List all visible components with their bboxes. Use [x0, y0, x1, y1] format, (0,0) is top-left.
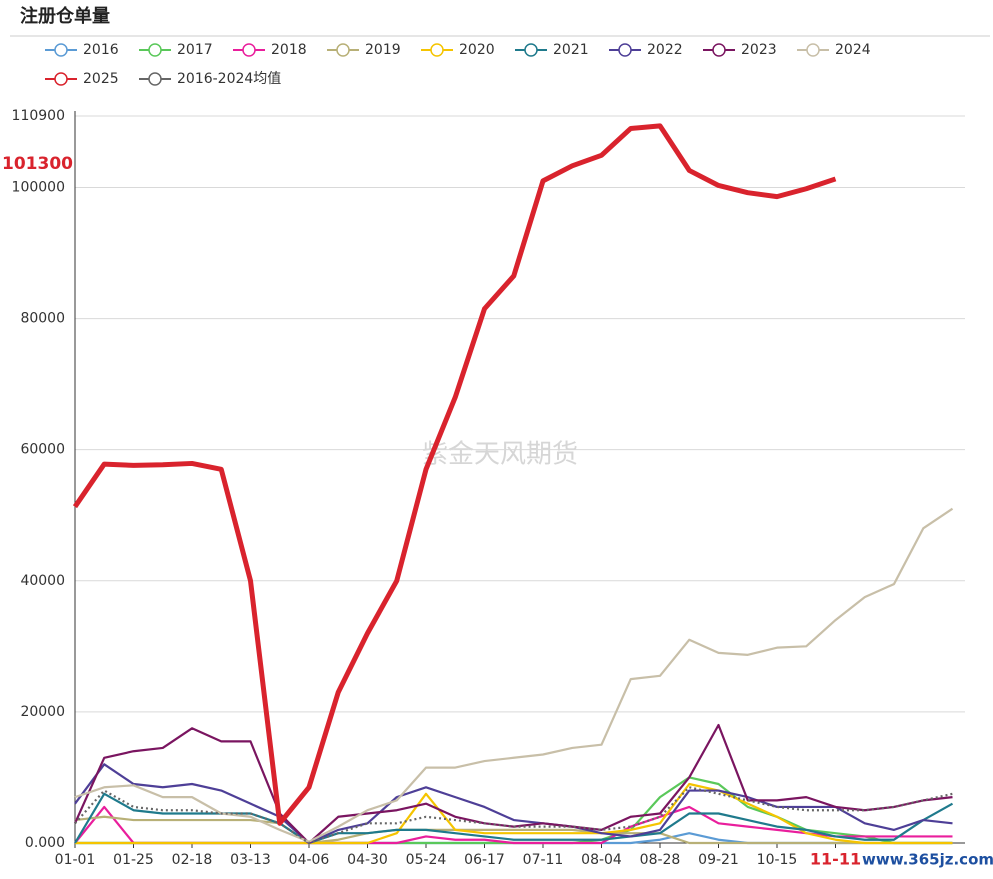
series-line: [74, 786, 953, 845]
y-tick-label: 110900: [12, 108, 65, 124]
y-tick-label: 40000: [20, 573, 65, 589]
legend-item: 2016: [45, 42, 119, 58]
series-line: [74, 815, 953, 845]
y-tick-label: 100000: [12, 179, 65, 195]
site-mark: www.365jz.com: [862, 851, 993, 869]
y-tick-label: 60000: [20, 442, 65, 458]
x-tick-label: 04-30: [347, 852, 388, 868]
chart-title: 注册仓单量: [20, 5, 110, 27]
x-tick-label: 05-24: [406, 852, 447, 868]
legend-marker: [524, 43, 538, 57]
legend-label: 2020: [459, 42, 495, 58]
legend-label: 2025: [83, 71, 119, 87]
x-tick-label: 08-28: [640, 852, 681, 868]
x-tick-label: 02-18: [172, 852, 213, 868]
x-tick-label: 07-11: [523, 852, 564, 868]
x-tick-label: 09-21: [698, 852, 739, 868]
legend-label: 2023: [741, 42, 777, 58]
series-line: [72, 123, 837, 826]
highlight-value-label: 101300: [2, 154, 73, 174]
legend-marker: [806, 43, 820, 57]
legend-item: 2025: [45, 71, 119, 87]
legend-item: 2022: [609, 42, 683, 58]
x-tick-label: 03-13: [230, 852, 271, 868]
legend-item: 2020: [421, 42, 495, 58]
legend-label: 2024: [835, 42, 871, 58]
legend-label: 2017: [177, 42, 213, 58]
legend-label: 2022: [647, 42, 683, 58]
legend-marker: [148, 72, 162, 86]
legend-item: 2023: [703, 42, 777, 58]
y-tick-label: 80000: [20, 311, 65, 327]
x-tick-label: 11-11: [810, 850, 861, 869]
legend-item: 2017: [139, 42, 213, 58]
legend-marker: [618, 43, 632, 57]
legend-item: 2018: [233, 42, 307, 58]
x-tick-label: 04-06: [289, 852, 330, 868]
series-line: [74, 507, 954, 843]
legend-label: 2016: [83, 42, 119, 58]
legend-marker: [336, 43, 350, 57]
series-line: [75, 782, 953, 845]
legend-item: 2021: [515, 42, 589, 58]
series-line: [73, 723, 953, 845]
y-tick-label: 20000: [20, 704, 65, 720]
legend-label: 2018: [271, 42, 307, 58]
legend-marker: [430, 43, 444, 57]
legend-label: 2019: [365, 42, 401, 58]
legend-marker: [54, 72, 68, 86]
y-tick-label: 0.000: [25, 835, 65, 851]
x-tick-label: 08-04: [581, 852, 622, 868]
legend-label: 2021: [553, 42, 589, 58]
legend-item: 2024: [797, 42, 871, 58]
watermark: 紫金天风期货: [422, 440, 578, 470]
x-tick-label: 10-15: [757, 852, 798, 868]
series-line: [74, 763, 953, 845]
x-tick-label: 06-17: [464, 852, 505, 868]
legend-item: 2019: [327, 42, 401, 58]
legend-label: 2016-2024均值: [177, 71, 281, 87]
x-tick-label: 01-01: [55, 852, 96, 868]
x-tick-label: 01-25: [113, 852, 154, 868]
legend-marker: [148, 43, 162, 57]
legend-marker: [54, 43, 68, 57]
legend-item: 2016-2024均值: [139, 71, 281, 87]
legend-marker: [712, 43, 726, 57]
legend-marker: [242, 43, 256, 57]
